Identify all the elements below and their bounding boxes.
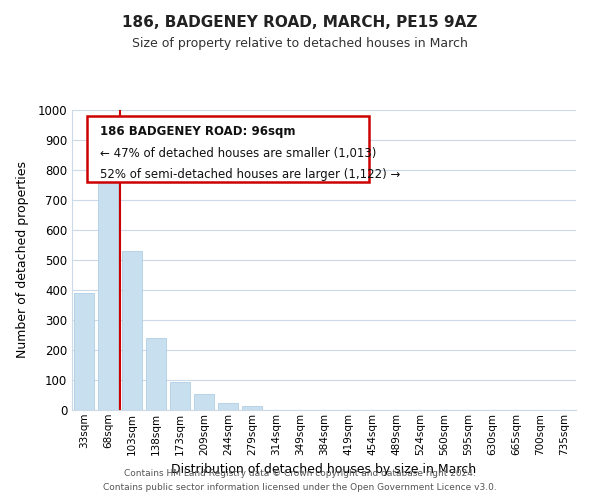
Text: Contains public sector information licensed under the Open Government Licence v3: Contains public sector information licen…	[103, 484, 497, 492]
Text: 186 BADGENEY ROAD: 96sqm: 186 BADGENEY ROAD: 96sqm	[100, 125, 295, 138]
Bar	[98, 162, 118, 410]
Text: 52% of semi-detached houses are larger (1,122) →: 52% of semi-detached houses are larger (…	[100, 168, 400, 181]
Bar	[242, 406, 262, 410]
Text: ← 47% of detached houses are smaller (1,013): ← 47% of detached houses are smaller (1,…	[100, 146, 376, 160]
Text: 186, BADGENEY ROAD, MARCH, PE15 9AZ: 186, BADGENEY ROAD, MARCH, PE15 9AZ	[122, 15, 478, 30]
Text: Size of property relative to detached houses in March: Size of property relative to detached ho…	[132, 38, 468, 51]
Bar	[170, 382, 190, 410]
Text: Contains HM Land Registry data © Crown copyright and database right 2024.: Contains HM Land Registry data © Crown c…	[124, 468, 476, 477]
Bar	[218, 404, 238, 410]
X-axis label: Distribution of detached houses by size in March: Distribution of detached houses by size …	[172, 463, 476, 476]
FancyBboxPatch shape	[87, 116, 370, 182]
Bar	[146, 338, 166, 410]
Bar	[122, 251, 142, 410]
Bar	[194, 394, 214, 410]
Bar	[74, 293, 94, 410]
Y-axis label: Number of detached properties: Number of detached properties	[16, 162, 29, 358]
